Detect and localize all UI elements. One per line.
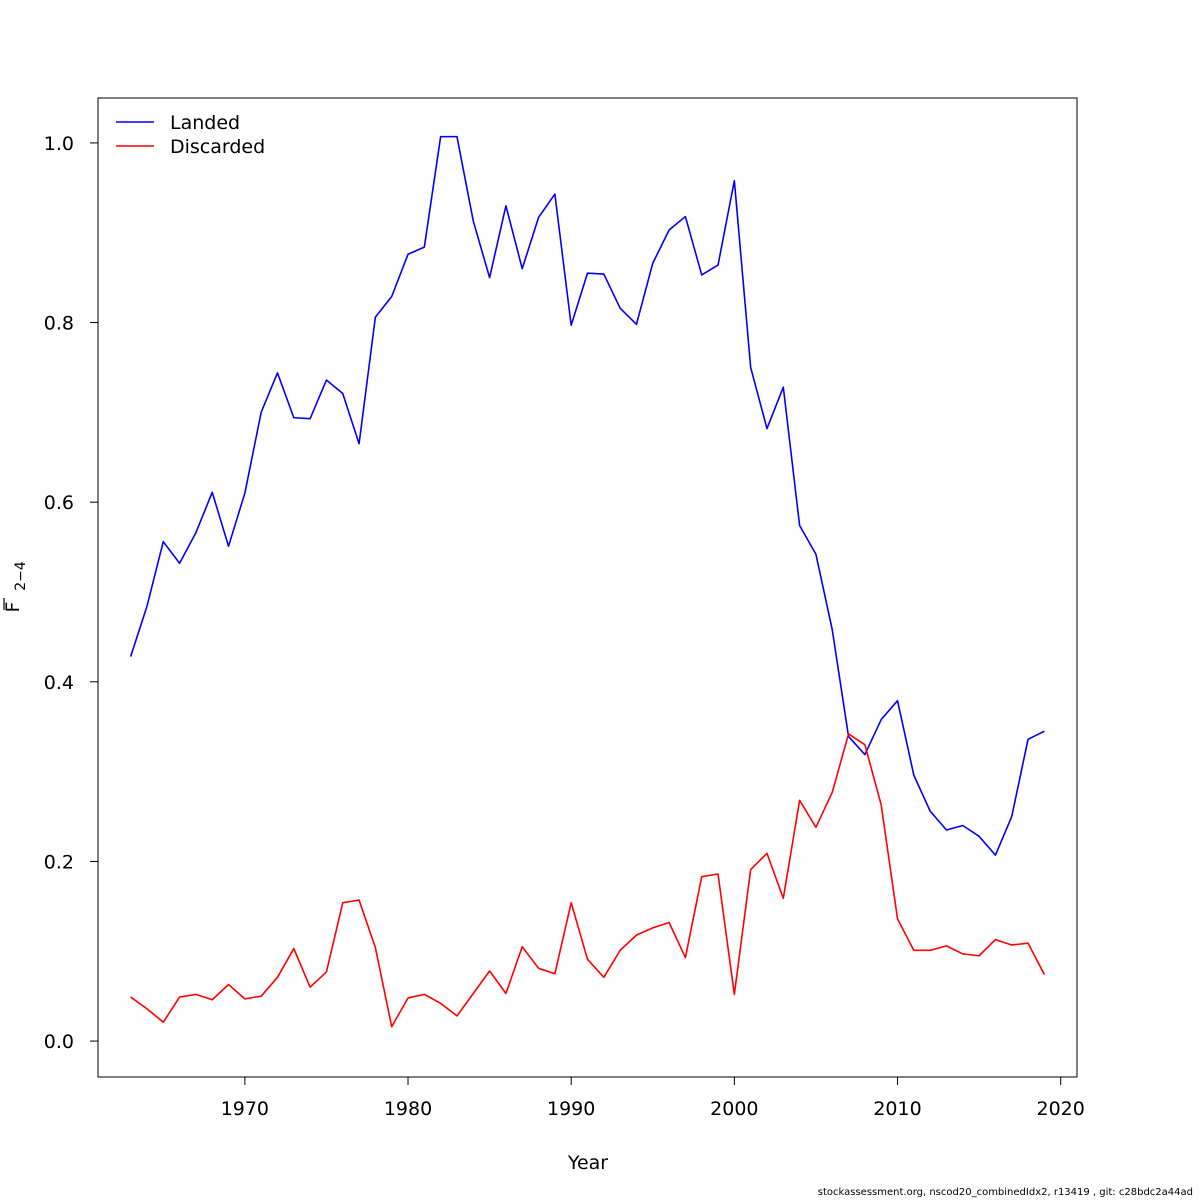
- y-tick-label: 0.6: [44, 492, 74, 514]
- y-axis-title: F 2−4: [2, 561, 29, 612]
- legend-label-discarded: Discarded: [170, 136, 265, 158]
- x-tick-label: 1980: [384, 1098, 432, 1120]
- y-tick-label: 0.2: [44, 851, 74, 873]
- x-tick-label: 1990: [547, 1098, 595, 1120]
- svg-text:F 2−4: F 2−4: [2, 561, 29, 612]
- series-line-discarded: [130, 733, 1046, 1028]
- y-tick-label: 0.8: [44, 313, 74, 335]
- series-line-landed: [129, 135, 1045, 856]
- y-axis-title-main: F: [2, 602, 24, 613]
- plot-frame: [97, 97, 1078, 1078]
- x-tick-label: 2020: [1037, 1098, 1085, 1120]
- y-axis: 0.0 0.2 0.4 0.6 0.8 1.0: [44, 133, 99, 1053]
- legend: Landed Discarded: [116, 112, 265, 158]
- x-tick-label: 2000: [710, 1098, 758, 1120]
- x-axis: 1970 1980 1990 2000 2010 2020: [221, 1076, 1085, 1120]
- y-tick-label: 1.0: [44, 133, 74, 155]
- legend-label-landed: Landed: [170, 112, 240, 134]
- x-tick-label: 1970: [221, 1098, 269, 1120]
- footer-caption: stockassessment.org, nscod20_combinedIdx…: [817, 1187, 1193, 1198]
- series-layer: [129, 135, 1046, 1028]
- y-axis-title-subscript: 2−4: [13, 561, 29, 591]
- x-tick-label: 2010: [873, 1098, 921, 1120]
- y-tick-label: 0.4: [44, 672, 74, 694]
- x-axis-title: Year: [567, 1152, 608, 1174]
- y-tick-label: 0.0: [44, 1031, 74, 1053]
